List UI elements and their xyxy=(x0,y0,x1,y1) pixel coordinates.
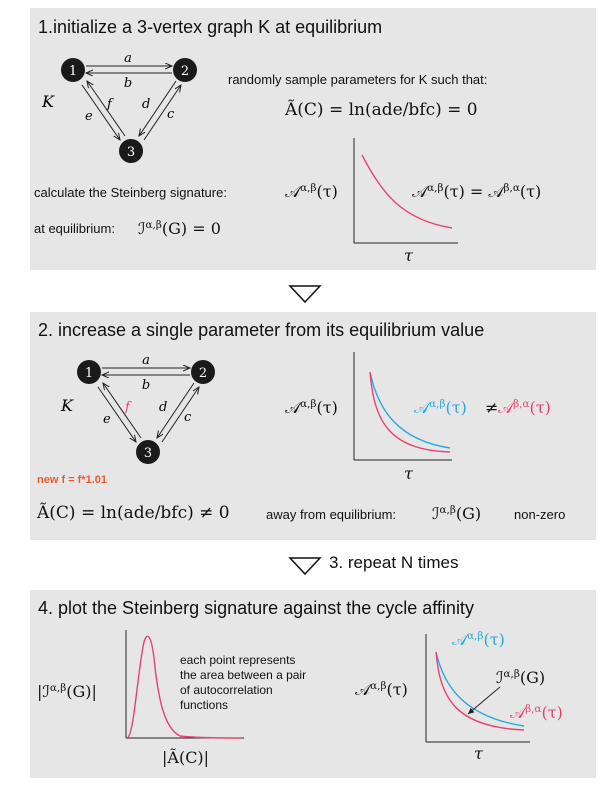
node-3 xyxy=(136,440,160,464)
neq-symbol: ≠ xyxy=(485,398,499,417)
edge-b-label: b xyxy=(142,378,150,393)
edge-e xyxy=(81,84,120,140)
sample-text: randomly sample parameters for K such th… xyxy=(228,72,488,87)
panel-initialize xyxy=(30,8,596,270)
graph-k-perturbed: 1 2 3 a b c d e f K xyxy=(60,353,215,464)
affinity-xlabel: |Ã(C)| xyxy=(162,748,210,767)
signature-ylabel: |ℐα,β(G)| xyxy=(37,682,97,702)
blue-acf-curve xyxy=(435,651,525,727)
signature-curve xyxy=(127,635,243,739)
node-1 xyxy=(61,58,85,82)
edge-d-label: d xyxy=(159,400,167,415)
acf-curve xyxy=(361,154,453,229)
edge-d xyxy=(139,80,177,136)
edge-a-label: a xyxy=(124,51,132,66)
note-line-1: each point represents xyxy=(180,653,296,667)
red-acf-curve xyxy=(435,651,525,731)
acf-label-1: 𝒜α,β(τ) xyxy=(285,182,338,202)
panel2-title: 2. increase a single parameter from its … xyxy=(38,320,485,340)
note-line-3: of autocorrelation xyxy=(180,683,273,697)
edge-d-label: d xyxy=(142,97,150,112)
red-acf-label: 𝒜β,α(τ) xyxy=(498,398,551,418)
edge-e-label: e xyxy=(103,412,111,427)
node-2 xyxy=(173,58,197,82)
edge-c xyxy=(161,387,199,443)
affinity-neq: Ã(C) = ln(ade/bfc) ≠ 0 xyxy=(37,503,230,523)
node-1-label: 1 xyxy=(85,366,93,381)
graph-k-initial: 1 2 3 a b c d e f K xyxy=(41,51,197,163)
signature-pointer xyxy=(467,686,501,715)
repeat-label: 3. repeat N times xyxy=(329,553,459,572)
panel4-title: 4. plot the Steinberg signature against … xyxy=(38,598,474,618)
note-line-4: functions xyxy=(180,698,229,712)
edge-c-label: c xyxy=(167,107,175,122)
node-2 xyxy=(191,360,215,384)
acf-area-plot xyxy=(425,634,530,743)
affinity-eq: Ã(C) = ln(ade/bfc) = 0 xyxy=(285,100,478,120)
panel-increase xyxy=(30,312,596,540)
edge-f-label: f xyxy=(124,400,132,415)
graph-name: K xyxy=(60,396,74,415)
away-label: away from equilibrium: xyxy=(266,507,397,522)
edge-b-label: b xyxy=(124,76,132,91)
red-acf-curve xyxy=(369,371,451,453)
node-3-label: 3 xyxy=(127,145,135,160)
edge-e-label: e xyxy=(85,109,93,124)
red-acf-label-4: 𝒜β,α(τ) xyxy=(510,703,563,723)
node-1-label: 1 xyxy=(69,64,77,79)
edge-c-label: c xyxy=(184,410,192,425)
edge-a-label: a xyxy=(142,353,150,368)
panel-plot xyxy=(30,590,596,778)
acf-plot-perturbed xyxy=(353,352,452,461)
node-3 xyxy=(119,139,143,163)
down-triangle-icon xyxy=(288,285,322,304)
node-2-label: 2 xyxy=(181,64,189,79)
edge-f xyxy=(87,81,126,137)
acf-label-4: 𝒜α,β(τ) xyxy=(355,680,408,700)
edge-c xyxy=(143,85,181,141)
calc-text: calculate the Steinberg signature: xyxy=(34,185,227,200)
node-1 xyxy=(77,360,101,384)
edge-e xyxy=(97,386,136,442)
tau-axis-2: τ xyxy=(404,464,413,483)
blue-acf-curve xyxy=(369,371,451,449)
acf-label-2: 𝒜α,β(τ) xyxy=(285,398,338,418)
edge-f xyxy=(103,383,142,439)
node-2-label: 2 xyxy=(199,366,207,381)
signature-label-4: ℐα,β(G) xyxy=(496,668,546,688)
away-value: ℐα,β(G) xyxy=(432,504,482,524)
blue-acf-label-4: 𝒜α,β(τ) xyxy=(452,630,505,650)
new-f-note: new f = f*1.01 xyxy=(37,474,108,486)
panel1-title: 1.initialize a 3-vertex graph K at equil… xyxy=(38,17,383,37)
tau-axis-1: τ xyxy=(404,246,413,265)
acf-plot-equilibrium xyxy=(353,138,458,244)
graph-name: K xyxy=(41,92,55,111)
equality-label: 𝒜α,β(τ) = 𝒜β,α(τ) xyxy=(412,182,542,202)
blue-acf-label: 𝒜α,β(τ) xyxy=(414,398,467,418)
nonzero-label: non-zero xyxy=(514,507,566,522)
signature-vs-affinity-plot xyxy=(125,630,244,739)
edge-d xyxy=(157,382,195,438)
eq-value: ℐα,β(G) = 0 xyxy=(138,219,221,239)
tau-axis-4: τ xyxy=(474,744,483,763)
node-3-label: 3 xyxy=(144,446,152,461)
note-line-2: the area between a pair xyxy=(180,668,307,682)
down-triangle-icon-2 xyxy=(288,557,322,576)
edge-f-label: f xyxy=(106,97,114,112)
eq-label: at equilibrium: xyxy=(34,221,115,236)
